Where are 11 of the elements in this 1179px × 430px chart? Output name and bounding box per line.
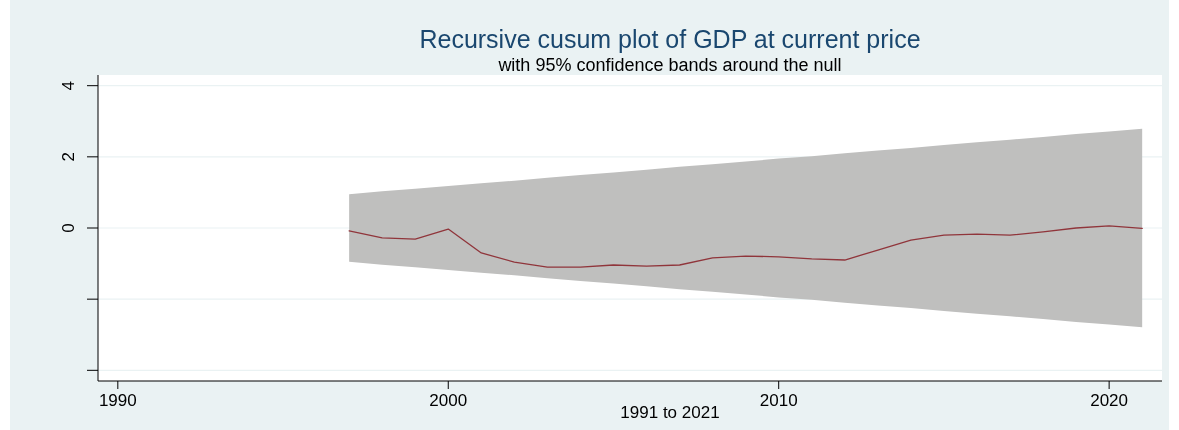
- y-tick-label: 2: [59, 152, 78, 162]
- y-tick-label: 4: [59, 80, 78, 91]
- chart-subtitle: with 95% confidence bands around the null: [497, 55, 842, 75]
- x-tick-label: 2010: [759, 391, 798, 410]
- x-tick-label: 2020: [1090, 391, 1129, 410]
- y-tick-label: 0: [59, 223, 78, 233]
- line-series: [348, 225, 1143, 268]
- x-tick-label: 2000: [429, 391, 468, 410]
- x-tick-label: 1990: [98, 391, 137, 410]
- x-axis-title: 1991 to 2021: [620, 403, 720, 422]
- chart-title: Recursive cusum plot of GDP at current price: [419, 25, 921, 53]
